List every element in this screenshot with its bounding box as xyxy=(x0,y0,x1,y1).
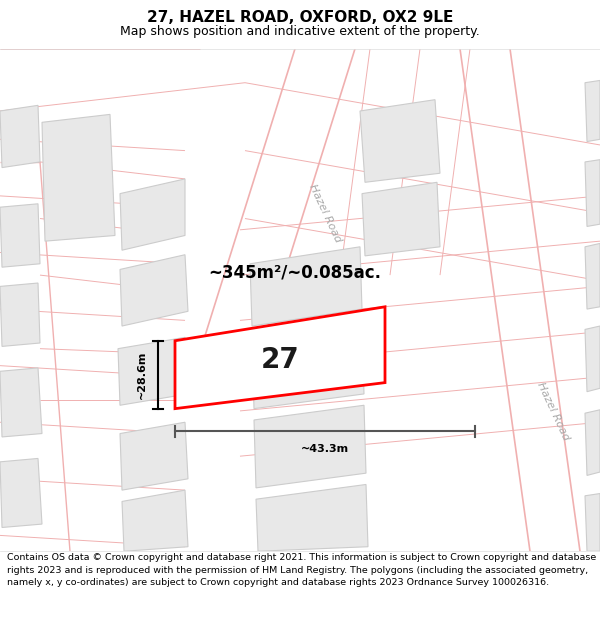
Text: Hazel Road: Hazel Road xyxy=(307,182,343,244)
Text: ~28.6m: ~28.6m xyxy=(137,351,147,399)
Text: ~345m²/~0.085ac.: ~345m²/~0.085ac. xyxy=(209,264,382,282)
Text: ~43.3m: ~43.3m xyxy=(301,444,349,454)
Polygon shape xyxy=(42,114,115,241)
Polygon shape xyxy=(120,255,188,326)
Polygon shape xyxy=(120,422,188,490)
Polygon shape xyxy=(585,159,600,226)
Polygon shape xyxy=(585,243,600,309)
Polygon shape xyxy=(250,247,362,326)
Polygon shape xyxy=(122,490,188,551)
Polygon shape xyxy=(0,162,70,551)
Polygon shape xyxy=(362,182,440,256)
Polygon shape xyxy=(118,338,188,405)
Polygon shape xyxy=(585,81,600,141)
Text: 27, HAZEL ROAD, OXFORD, OX2 9LE: 27, HAZEL ROAD, OXFORD, OX2 9LE xyxy=(147,10,453,25)
Polygon shape xyxy=(175,307,385,409)
Polygon shape xyxy=(360,99,440,182)
Polygon shape xyxy=(256,484,368,551)
Polygon shape xyxy=(0,459,42,528)
Polygon shape xyxy=(0,204,40,267)
Text: 27: 27 xyxy=(260,346,299,374)
Polygon shape xyxy=(252,326,364,409)
Polygon shape xyxy=(585,326,600,392)
Text: Map shows position and indicative extent of the property.: Map shows position and indicative extent… xyxy=(120,25,480,38)
Polygon shape xyxy=(0,106,40,168)
Text: Hazel Road: Hazel Road xyxy=(535,380,571,442)
Polygon shape xyxy=(585,494,600,551)
Text: Contains OS data © Crown copyright and database right 2021. This information is : Contains OS data © Crown copyright and d… xyxy=(7,554,596,587)
Polygon shape xyxy=(0,283,40,346)
Polygon shape xyxy=(254,405,366,488)
Polygon shape xyxy=(0,368,42,437)
Polygon shape xyxy=(585,410,600,476)
Polygon shape xyxy=(185,49,355,399)
Polygon shape xyxy=(460,49,580,551)
Polygon shape xyxy=(120,179,185,250)
